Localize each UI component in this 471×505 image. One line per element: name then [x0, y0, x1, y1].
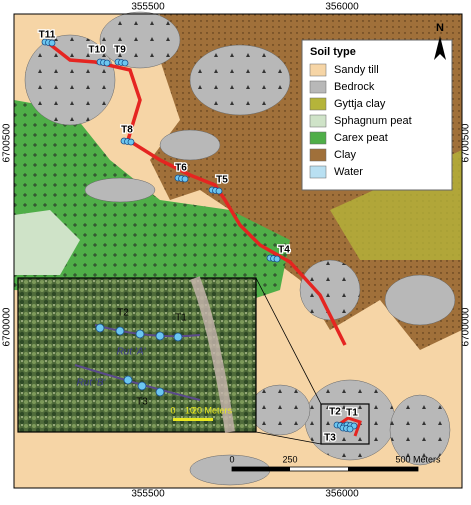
inset-point	[95, 323, 105, 333]
point-label: T1	[346, 408, 358, 419]
legend-label: Bedrock	[334, 81, 375, 93]
scale-bar	[231, 466, 419, 472]
sample-point	[181, 175, 189, 183]
grid-label-x: 355500	[131, 2, 165, 13]
inset-scale-label: 0	[170, 405, 175, 415]
inset-label: T1	[175, 313, 187, 324]
legend-label: Water	[334, 166, 363, 178]
legend-swatch	[309, 165, 327, 179]
inset-scale-label: 20 Meters	[192, 405, 233, 415]
inset-label: T2	[117, 308, 129, 319]
point-label: T9	[114, 45, 126, 56]
grid-label-x: 356000	[325, 2, 359, 13]
grid-label-y: 6700000	[2, 307, 13, 346]
grid-label-y: 6700500	[461, 123, 471, 162]
legend-swatch	[309, 63, 327, 77]
inset-scale-bar	[173, 418, 213, 421]
inset-label: Rut 'B'	[77, 378, 107, 389]
inset-label: Rut 'A'	[117, 347, 147, 358]
sample-point	[273, 255, 281, 263]
legend-title: Soil type	[310, 46, 356, 58]
point-label: T8	[121, 125, 133, 136]
point-label: T6	[175, 163, 187, 174]
legend-swatch	[309, 148, 327, 162]
sample-point	[48, 39, 56, 47]
legend-label: Carex peat	[334, 132, 388, 144]
grid-label-y: 6700000	[461, 307, 471, 346]
point-label: T2	[329, 407, 341, 418]
inset-point	[137, 381, 147, 391]
inset-point	[173, 332, 183, 342]
legend-label: Sandy till	[334, 64, 379, 76]
point-label: T4	[278, 245, 290, 256]
legend-label: Gyttja clay	[334, 98, 386, 110]
inset-scale-label: 10	[185, 405, 195, 415]
north-label: N	[436, 22, 444, 34]
grid-label-x: 356000	[325, 489, 359, 500]
sample-point	[215, 187, 223, 195]
legend: Soil type Sandy till Bedrock Gyttja clay Sp…	[301, 39, 453, 191]
grid-label-y: 6700500	[2, 123, 13, 162]
inset-point	[155, 387, 165, 397]
scale-label: 250	[282, 454, 297, 464]
sample-point	[127, 138, 135, 146]
point-label: T5	[216, 175, 228, 186]
inset-point	[123, 375, 133, 385]
point-label: T11	[39, 30, 56, 41]
north-arrow: N	[434, 22, 446, 60]
legend-box	[301, 39, 453, 191]
grid-label-x: 355500	[131, 489, 165, 500]
inset-point	[115, 326, 125, 336]
sample-point	[121, 59, 129, 67]
inset-point	[135, 329, 145, 339]
legend-swatch	[309, 114, 327, 128]
inset-label: T3	[136, 397, 148, 408]
point-label: T10	[88, 45, 106, 56]
legend-label: Sphagnum peat	[334, 115, 412, 127]
scale-label: 500 Meters	[395, 454, 441, 464]
legend-swatch	[309, 80, 327, 94]
legend-swatch	[309, 97, 327, 111]
legend-label: Clay	[334, 149, 357, 161]
inset-point	[155, 331, 165, 341]
sample-point	[346, 425, 354, 433]
point-label: T3	[324, 433, 336, 444]
legend-swatch	[309, 131, 327, 145]
sample-point	[103, 59, 111, 67]
scale-label: 0	[229, 454, 234, 464]
